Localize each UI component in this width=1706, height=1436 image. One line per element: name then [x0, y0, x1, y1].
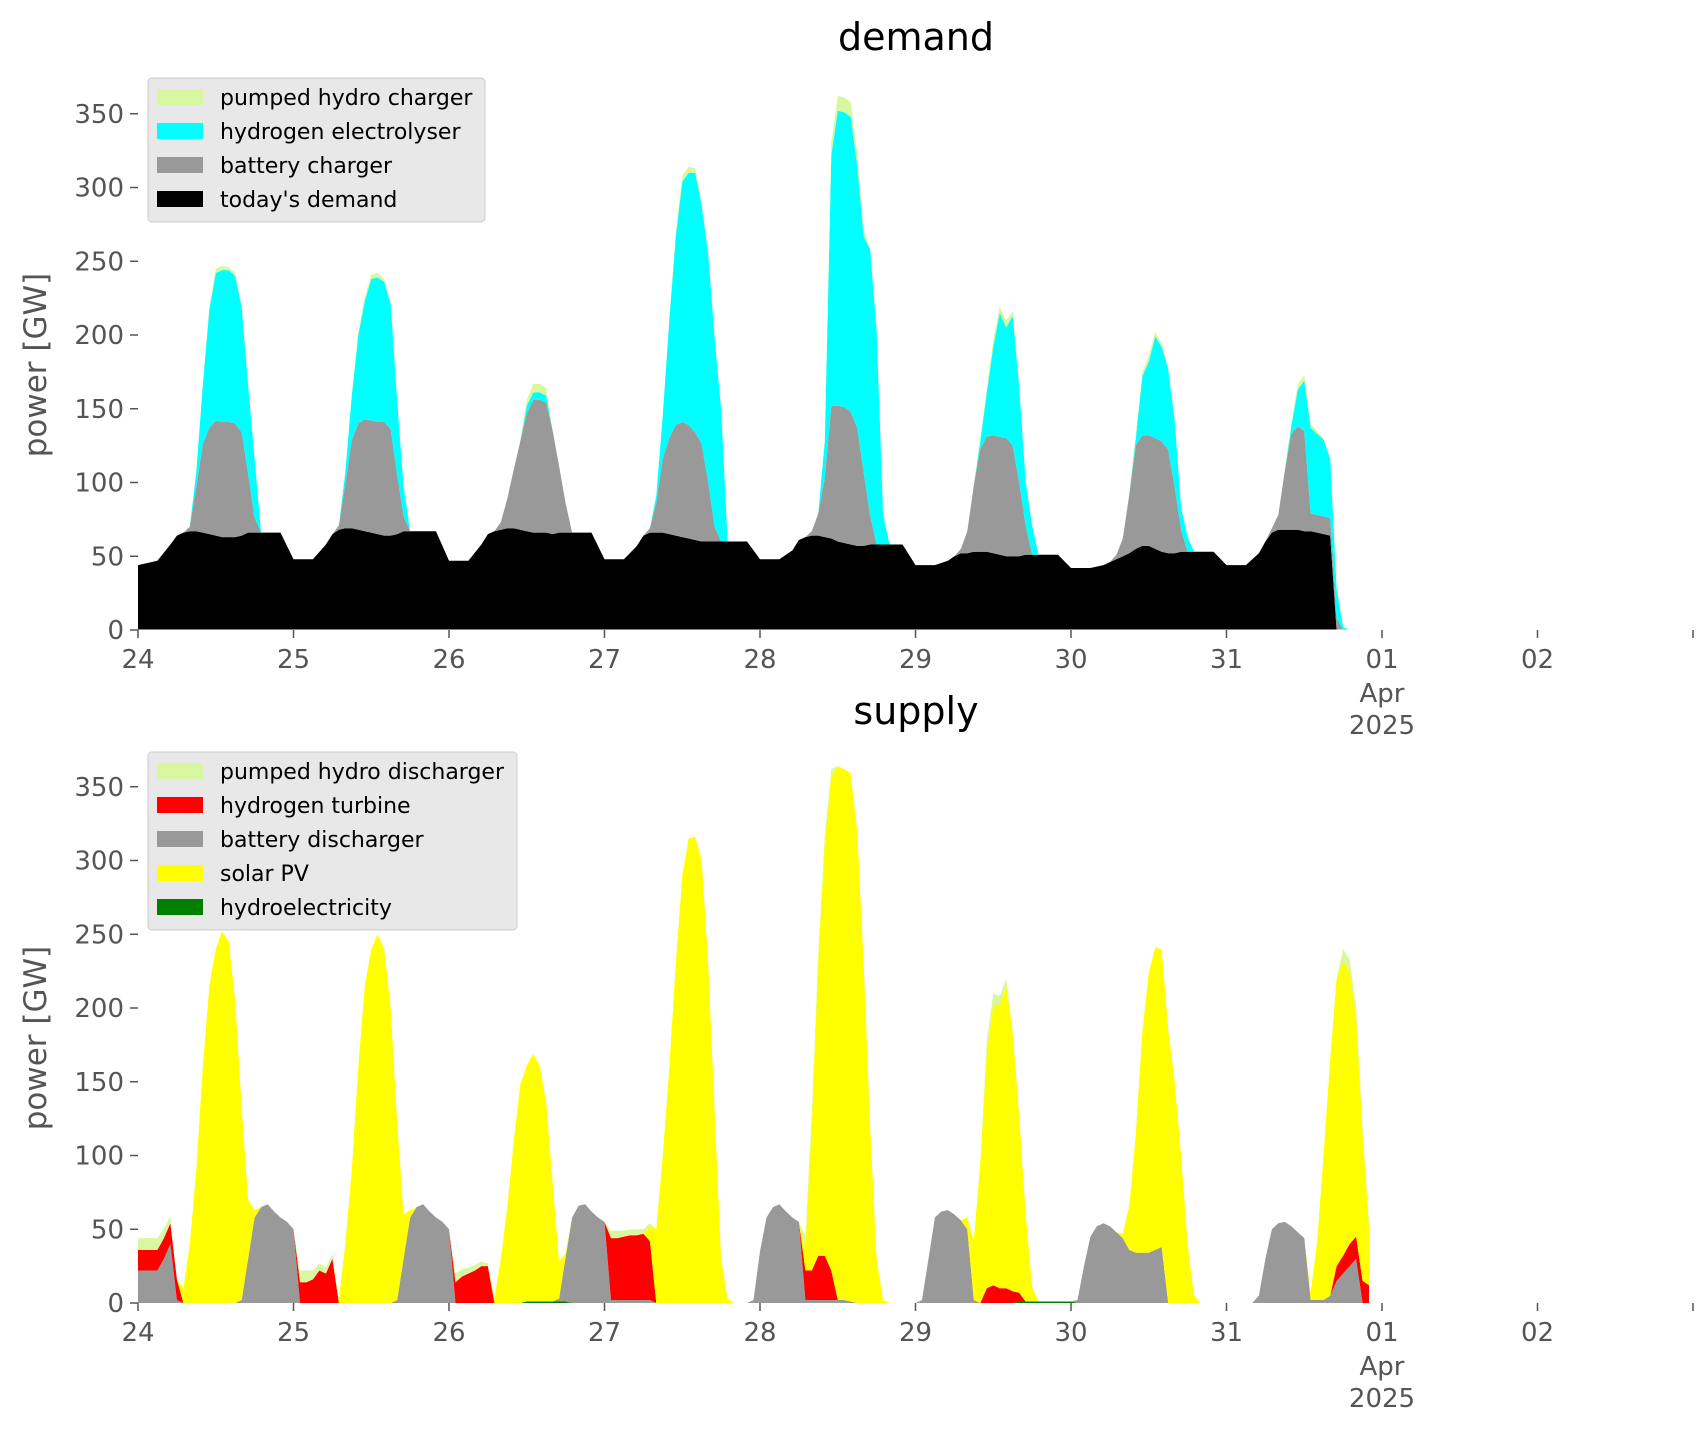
y-tick-label: 0 [107, 1289, 124, 1319]
y-axis: 0 50 100 150 200 250 300 350 [74, 773, 138, 1319]
area-layers [138, 96, 1369, 631]
x-tick-label: 01 [1365, 1318, 1398, 1348]
y-tick-label: 150 [74, 1068, 124, 1098]
y-axis-label: power [GW] [18, 273, 54, 458]
x-tick-label: 30 [1054, 645, 1087, 675]
legend-label: today's demand [220, 188, 397, 213]
x-tick-label: 01 [1365, 645, 1398, 675]
x-tick-label: 28 [743, 1318, 776, 1348]
legend-label: battery charger [220, 154, 393, 179]
area-hydroelectricity [138, 1301, 1369, 1303]
y-tick-label: 50 [91, 1215, 124, 1245]
legend-swatch-hydroelectricity [157, 899, 203, 915]
y-tick-label: 250 [74, 247, 124, 277]
area-battery-discharger [138, 1204, 1369, 1303]
legend-swatch-battery-charger [157, 157, 203, 173]
y-tick-label: 100 [74, 1142, 124, 1172]
legend-swatch-todays-demand [157, 191, 203, 207]
x-tick-label: 28 [743, 645, 776, 675]
area-solar-pv [138, 766, 1369, 1303]
x-tick-sublabel: 2025 [1349, 711, 1415, 741]
x-tick-label: 26 [432, 645, 465, 675]
legend-label: battery discharger [220, 828, 425, 853]
legend-label: hydroelectricity [220, 896, 392, 921]
legend-swatch-hydrogen-turbine [157, 797, 203, 813]
legend-label: hydrogen electrolyser [220, 120, 461, 145]
x-tick-label: 25 [277, 1318, 310, 1348]
y-axis: 0 50 100 150 200 250 300 350 [74, 100, 138, 646]
y-tick-label: 250 [74, 920, 124, 950]
area-layers [138, 766, 1369, 1303]
x-tick-label: 31 [1210, 645, 1243, 675]
x-tick-label: 30 [1054, 1318, 1087, 1348]
supply-chart: supply power [GW] 050100150200250300350 … [18, 689, 1694, 1414]
x-tick-label: 24 [121, 645, 154, 675]
x-tick-label: 27 [588, 645, 621, 675]
y-tick-label: 0 [107, 616, 124, 646]
y-tick-label: 350 [74, 773, 124, 803]
x-tick-label: 29 [899, 1318, 932, 1348]
x-tick-label: 02 [1521, 1318, 1554, 1348]
x-tick-label: 26 [432, 1318, 465, 1348]
legend-label: pumped hydro charger [220, 86, 473, 111]
legend-swatch-solar-pv [157, 865, 203, 881]
x-tick-label: 02 [1521, 645, 1554, 675]
legend-swatch-battery-discharger [157, 831, 203, 847]
legend-swatch-pumped-hydro-discharger [157, 763, 203, 779]
y-tick-label: 200 [74, 994, 124, 1024]
y-tick-label: 350 [74, 100, 124, 130]
y-tick-label: 100 [74, 469, 124, 499]
y-tick-label: 300 [74, 847, 124, 877]
legend-label: solar PV [220, 862, 309, 887]
x-tick-label: 25 [277, 645, 310, 675]
y-tick-label: 200 [74, 321, 124, 351]
area-battery-charger [138, 399, 1369, 630]
legend: pumped hydro discharger hydrogen turbine… [147, 751, 518, 931]
y-tick-label: 300 [74, 174, 124, 204]
x-tick-sublabel: Apr [1360, 679, 1405, 709]
y-tick-label: 150 [74, 395, 124, 425]
chart-title: demand [838, 15, 994, 59]
x-tick-label: 24 [121, 1318, 154, 1348]
legend-box [147, 77, 486, 223]
x-tick-sublabel: Apr [1360, 1352, 1405, 1382]
x-tick-label: 29 [899, 645, 932, 675]
legend-swatch-pumped-hydro-charger [157, 89, 203, 105]
legend: pumped hydro charger hydrogen electrolys… [147, 77, 486, 223]
x-tick-label: 27 [588, 1318, 621, 1348]
chart-title: supply [853, 689, 978, 733]
legend-swatch-hydrogen-electrolyser [157, 123, 203, 139]
area-hydrogen-electrolyser [138, 110, 1369, 631]
area-today-s-demand [138, 528, 1369, 630]
x-tick-sublabel: 2025 [1349, 1384, 1415, 1414]
legend-label: hydrogen turbine [220, 794, 411, 819]
y-axis-label: power [GW] [18, 946, 54, 1131]
x-tick-label: 31 [1210, 1318, 1243, 1348]
demand-chart: demand power [GW] 050100150200250300350 … [18, 15, 1694, 741]
y-tick-label: 50 [91, 542, 124, 572]
legend-label: pumped hydro discharger [220, 760, 505, 785]
legend-box [147, 751, 518, 931]
